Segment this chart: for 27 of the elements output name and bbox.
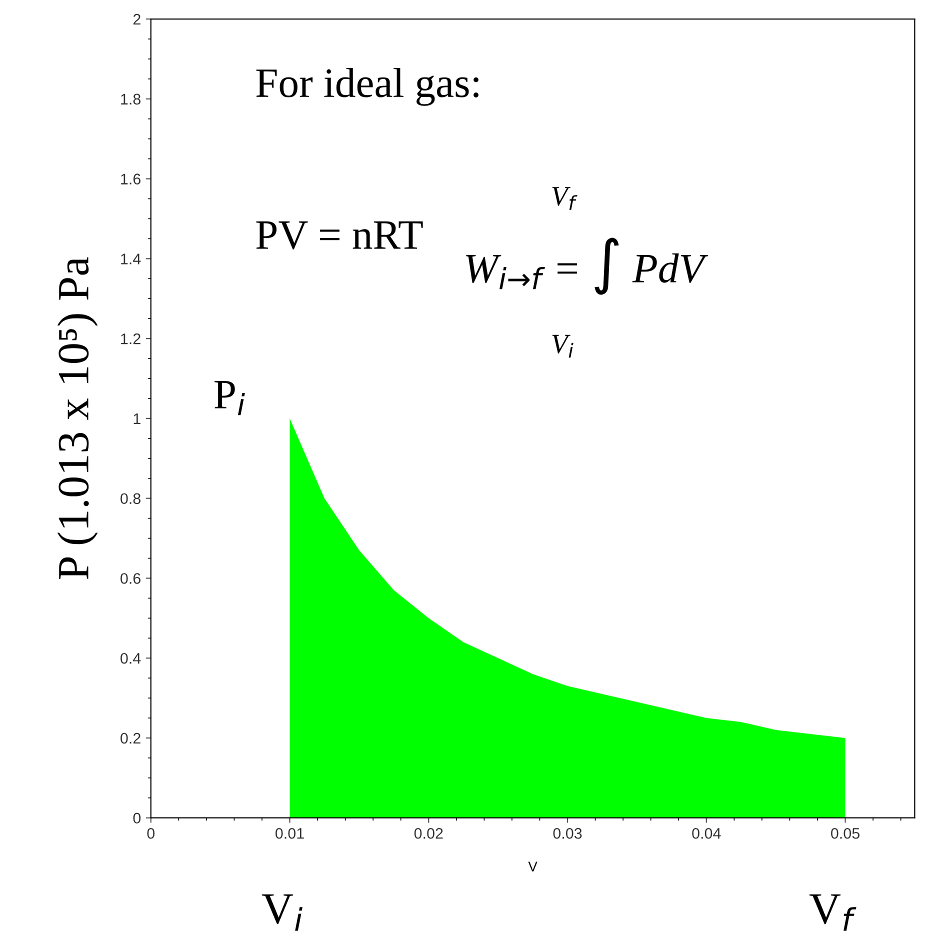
x-tick-label: 0.04 (692, 828, 721, 839)
x-tick-label: 0.03 (553, 828, 582, 839)
y-tick-label: 1.8 (121, 94, 140, 105)
text: V$_{i}$ (262, 894, 302, 931)
annotation: For ideal gas: (256, 68, 478, 106)
annotation: V$_{i}$ (552, 334, 574, 358)
y-tick-label: 1.2 (121, 333, 140, 344)
x-tick-label: 0 (147, 828, 155, 839)
y-tick-label: 2 (133, 14, 140, 25)
annotation: W$_{i→f}$ = ∫ PdV (466, 238, 708, 295)
y-tick-label: 0.2 (120, 732, 140, 744)
annotation: PV = nRT (256, 221, 423, 250)
y-tick-label: 1.4 (121, 254, 141, 264)
x-tick-label: 0.05 (831, 828, 860, 839)
y-axis-title: P (1.013 x 10⁵) Pa (57, 257, 98, 580)
y-tick-label: 1.6 (121, 174, 140, 184)
x-tick-label: 0.01 (275, 828, 304, 839)
annotation: P$_{i}$ (214, 380, 245, 416)
text: V$_{f}$ (809, 894, 856, 931)
x-tick-label: 0.02 (414, 828, 443, 839)
annotation: V$_{f}$ (552, 187, 578, 210)
y-tick-label: 1 (134, 413, 140, 424)
y-tick-label: 0.8 (120, 493, 140, 504)
y-tick-label: 0.4 (120, 652, 141, 664)
y-tick-label: 0.6 (120, 573, 140, 584)
y-tick-label: 0 (133, 812, 141, 824)
x-axis-title: V (528, 862, 538, 872)
